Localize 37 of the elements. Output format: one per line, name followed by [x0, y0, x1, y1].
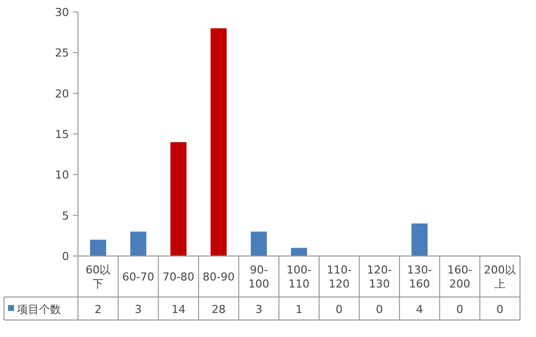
x-tick-label: 110-120	[326, 264, 352, 290]
data-label: 28	[212, 303, 226, 316]
y-tick-label: 5	[62, 209, 69, 222]
y-tick-label: 0	[62, 250, 69, 263]
data-label: 3	[134, 303, 142, 316]
data-label: 0	[456, 303, 464, 316]
bar	[210, 28, 227, 256]
x-tick-label: 100-110	[286, 264, 312, 290]
y-tick-label: 20	[55, 87, 69, 100]
x-tick-label: 120-130	[366, 264, 392, 290]
data-label: 3	[255, 303, 262, 316]
legend-label: 项目个数	[17, 303, 61, 316]
data-label: 0	[376, 303, 383, 316]
x-tick-label: 160-200	[447, 264, 472, 290]
y-tick-label: 15	[55, 128, 69, 141]
x-tick-label: 90-100	[248, 264, 270, 290]
x-tick-label: 70-80	[162, 270, 194, 284]
bar	[290, 248, 308, 256]
bar	[130, 232, 146, 256]
y-tick-label: 30	[55, 6, 69, 19]
data-label: 0	[336, 303, 343, 316]
x-tick-label: 60-70	[122, 270, 154, 284]
bar	[90, 240, 106, 256]
data-label: 0	[496, 303, 504, 316]
y-tick-label: 25	[55, 46, 69, 60]
y-tick-label: 10	[55, 168, 69, 182]
x-tick-label: 200以上	[484, 264, 516, 290]
data-label: 4	[416, 303, 424, 316]
bar	[412, 223, 428, 256]
x-tick-label: 130-160	[407, 264, 432, 290]
data-label: 14	[171, 303, 186, 316]
bar	[170, 142, 186, 256]
x-tick-label: 60以下	[86, 264, 111, 290]
bar	[250, 232, 267, 256]
data-label: 2	[94, 303, 102, 316]
data-label: 1	[296, 303, 302, 316]
x-tick-label: 80-90	[202, 270, 235, 284]
